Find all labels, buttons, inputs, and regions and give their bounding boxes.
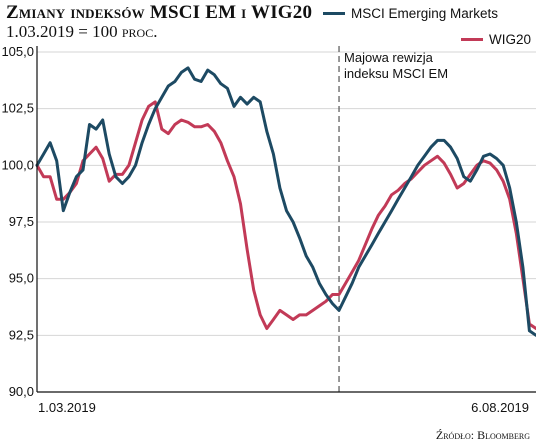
- y-tick-label: 97,5: [9, 214, 34, 229]
- y-tick-label: 95,0: [9, 271, 34, 286]
- y-tick-label: 105,0: [1, 44, 34, 59]
- y-tick-labels: 90,0 92,5 95,0 97,5 100,0 102,5 105,0: [1, 44, 34, 399]
- series-line-msci-em: [35, 66, 536, 337]
- legend-label-msci: MSCI Emerging Markets: [351, 6, 499, 21]
- series-lines: [35, 66, 536, 337]
- x-tick-label-start: 1.03.2019: [38, 400, 96, 415]
- legend-label-wig: WIG20: [489, 32, 532, 47]
- y-tick-label: 102,5: [1, 101, 34, 116]
- y-tick-label: 92,5: [9, 327, 34, 342]
- annotation-label-line2: indeksu MSCI EM: [344, 66, 448, 81]
- chart-title: Zmiany indeksów MSCI EM i WIG20: [6, 2, 313, 23]
- legend-item-msci: MSCI Emerging Markets: [323, 5, 531, 25]
- subtitle-base: 1.03.2019 = 100: [6, 22, 118, 41]
- legend-swatch-msci: [323, 11, 345, 15]
- chart-subtitle: 1.03.2019 = 100 proc.: [6, 22, 157, 42]
- gridlines: [37, 51, 536, 336]
- chart-legend: MSCI Emerging Markets WIG20: [323, 5, 531, 51]
- annotation-label-line1: Majowa rewizja: [344, 50, 434, 65]
- source-note: Źródło: Bloomberg: [435, 428, 530, 442]
- subtitle-unit: proc.: [121, 22, 158, 41]
- legend-item-wig: WIG20: [461, 31, 531, 51]
- x-tick-label-end: 6.08.2019: [471, 400, 529, 415]
- annotation: Majowa rewizja indeksu MSCI EM: [338, 46, 448, 392]
- y-tick-label: 100,0: [1, 157, 34, 172]
- axes: [36, 46, 536, 393]
- legend-swatch-wig: [461, 37, 483, 41]
- y-tick-label: 90,0: [9, 384, 34, 399]
- series-line-wig20: [35, 100, 536, 330]
